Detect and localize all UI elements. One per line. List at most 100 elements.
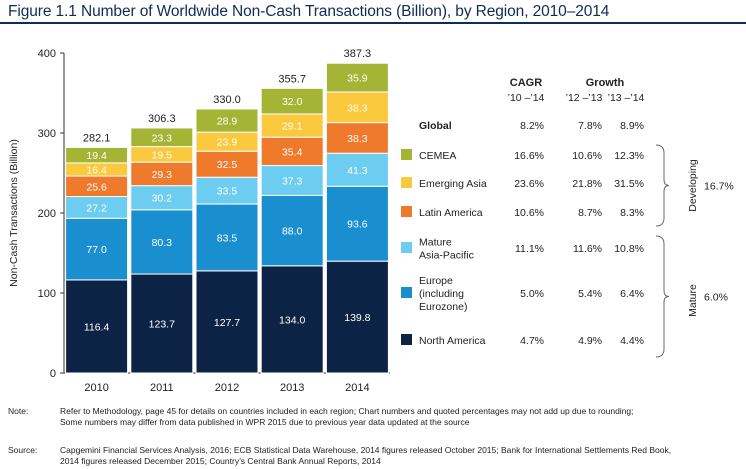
bar-value-label: 88.0 bbox=[282, 226, 303, 238]
cagr-value: 16.6% bbox=[514, 150, 544, 162]
y-tick-label: 100 bbox=[38, 288, 56, 300]
bar-segment bbox=[325, 260, 389, 374]
growth-value-2: 8.3% bbox=[620, 207, 644, 219]
source-line: 2014 figures released December 2015; Cou… bbox=[60, 456, 381, 466]
bar-value-label: 37.3 bbox=[282, 175, 303, 187]
bar-value-label: 25.6 bbox=[86, 181, 107, 193]
bar-value-label: 33.5 bbox=[217, 186, 238, 198]
bar-value-label: 35.9 bbox=[347, 73, 368, 85]
bar-segment bbox=[130, 185, 194, 211]
x-tick-label: 2010 bbox=[84, 382, 108, 394]
growth-value-2: 10.8% bbox=[614, 243, 644, 255]
bar-value-label: 41.3 bbox=[347, 165, 368, 177]
y-tick-label: 200 bbox=[38, 208, 56, 220]
legend-label: Global bbox=[419, 120, 452, 132]
bar-value-label: 30.2 bbox=[152, 193, 173, 205]
y-tick-label: 0 bbox=[50, 368, 56, 380]
growth-value-2: 8.9% bbox=[620, 120, 644, 132]
bar-value-label: 19.4 bbox=[86, 150, 107, 162]
cagr-value: 11.1% bbox=[515, 243, 544, 255]
growth-period-1: ’12 –’13 bbox=[566, 92, 603, 104]
bar-value-label: 23.3 bbox=[152, 132, 173, 144]
bar-value-label: 80.3 bbox=[152, 237, 173, 249]
growth-value-1: 7.8% bbox=[578, 120, 602, 132]
bar-value-label: 27.2 bbox=[86, 202, 107, 214]
source-label: Source: bbox=[8, 445, 38, 455]
legend-label: Europe bbox=[419, 275, 453, 287]
note-block: Note: Refer to Methodology, page 45 for … bbox=[8, 406, 738, 430]
note-line: Refer to Methodology, page 45 for detail… bbox=[60, 406, 634, 416]
growth-period-2: ’13 –’14 bbox=[608, 92, 645, 104]
x-tick-label: 2011 bbox=[150, 382, 174, 394]
bar-value-label: 38.3 bbox=[347, 102, 368, 114]
y-tick-label: 300 bbox=[38, 128, 56, 140]
legend-swatch bbox=[401, 287, 412, 298]
bar-value-label: 19.5 bbox=[152, 149, 173, 161]
bar-segment bbox=[195, 108, 259, 133]
source-line: Capgemini Financial Services Analysis, 2… bbox=[60, 445, 672, 455]
bar-value-label: 83.5 bbox=[217, 232, 238, 244]
bar-segment bbox=[65, 217, 129, 281]
bar-segment bbox=[130, 127, 194, 148]
bar-total-label: 282.1 bbox=[83, 132, 111, 144]
legend-label: Emerging Asia bbox=[419, 178, 487, 190]
growth-value-2: 12.3% bbox=[614, 150, 644, 162]
page-title: Figure 1.1 Number of Worldwide Non-Cash … bbox=[8, 3, 610, 20]
legend-label: Eurozone) bbox=[419, 301, 467, 313]
legend-swatch bbox=[401, 206, 412, 217]
bar-value-label: 93.6 bbox=[347, 219, 368, 231]
bar-segment bbox=[65, 146, 129, 164]
bar-segment bbox=[325, 122, 389, 154]
bar-segment bbox=[260, 265, 324, 374]
bar-value-label: 77.0 bbox=[86, 244, 107, 256]
y-axis-title: Non-Cash Transactions (Billion) bbox=[8, 139, 20, 287]
growth-header: Growth bbox=[586, 77, 625, 89]
bar-value-label: 116.4 bbox=[84, 321, 110, 333]
bar-total-label: 330.0 bbox=[213, 94, 241, 106]
stacked-bar-chart: 0 100 200 300 400 Non-Cash Transactions (Bill… bbox=[8, 48, 734, 394]
growth-value-2: 31.5% bbox=[614, 178, 644, 190]
cagr-value: 5.0% bbox=[520, 288, 544, 300]
bar-segment bbox=[325, 152, 389, 187]
bar-value-label: 134.0 bbox=[279, 314, 305, 326]
bar-value-label: 32.0 bbox=[282, 96, 303, 108]
bar-segment bbox=[195, 150, 259, 178]
bar-value-label: 38.3 bbox=[347, 133, 368, 145]
bar-total-label: 387.3 bbox=[344, 48, 372, 60]
legend-label: North America bbox=[419, 335, 486, 347]
note-line: Some numbers may differ from data publis… bbox=[60, 417, 470, 427]
group-cagr-developing: 16.7% bbox=[704, 181, 734, 193]
bar-value-label: 29.3 bbox=[152, 169, 173, 181]
bar-value-label: 29.1 bbox=[282, 121, 303, 133]
bar-segment bbox=[260, 194, 324, 267]
growth-value-1: 21.8% bbox=[572, 178, 602, 190]
growth-value-1: 11.6% bbox=[573, 243, 602, 255]
bar-segment bbox=[325, 185, 389, 262]
bar-value-label: 23.9 bbox=[217, 137, 238, 149]
group-label-mature: Mature bbox=[687, 284, 699, 317]
group-label-developing: Developing bbox=[687, 159, 699, 212]
bar-value-label: 32.5 bbox=[217, 159, 238, 171]
bar-total-label: 306.3 bbox=[148, 113, 176, 125]
bar-segment bbox=[325, 91, 389, 124]
bar-value-label: 28.9 bbox=[217, 116, 238, 128]
growth-value-1: 8.7% bbox=[578, 207, 602, 219]
legend-label: Mature bbox=[419, 237, 452, 249]
legend-swatch bbox=[401, 177, 412, 188]
bar-value-label: 127.7 bbox=[214, 317, 240, 329]
x-tick-label: 2012 bbox=[215, 382, 239, 394]
growth-value-1: 4.9% bbox=[578, 335, 602, 347]
y-tick-label: 400 bbox=[38, 48, 56, 60]
note-label: Note: bbox=[8, 406, 29, 416]
growth-value-1: 5.4% bbox=[578, 288, 602, 300]
bar-value-label: 139.8 bbox=[344, 312, 370, 324]
cagr-period: ’10 –’14 bbox=[508, 92, 545, 104]
x-tick-label: 2014 bbox=[345, 382, 369, 394]
bar-total-label: 355.7 bbox=[278, 73, 306, 85]
growth-value-1: 10.6% bbox=[572, 150, 602, 162]
legend-label: Latin America bbox=[419, 207, 483, 219]
group-cagr-mature: 6.0% bbox=[704, 292, 728, 304]
bar-value-label: 123.7 bbox=[149, 319, 175, 331]
cagr-value: 4.7% bbox=[520, 335, 544, 347]
legend-label: Asia-Pacific bbox=[419, 250, 474, 262]
